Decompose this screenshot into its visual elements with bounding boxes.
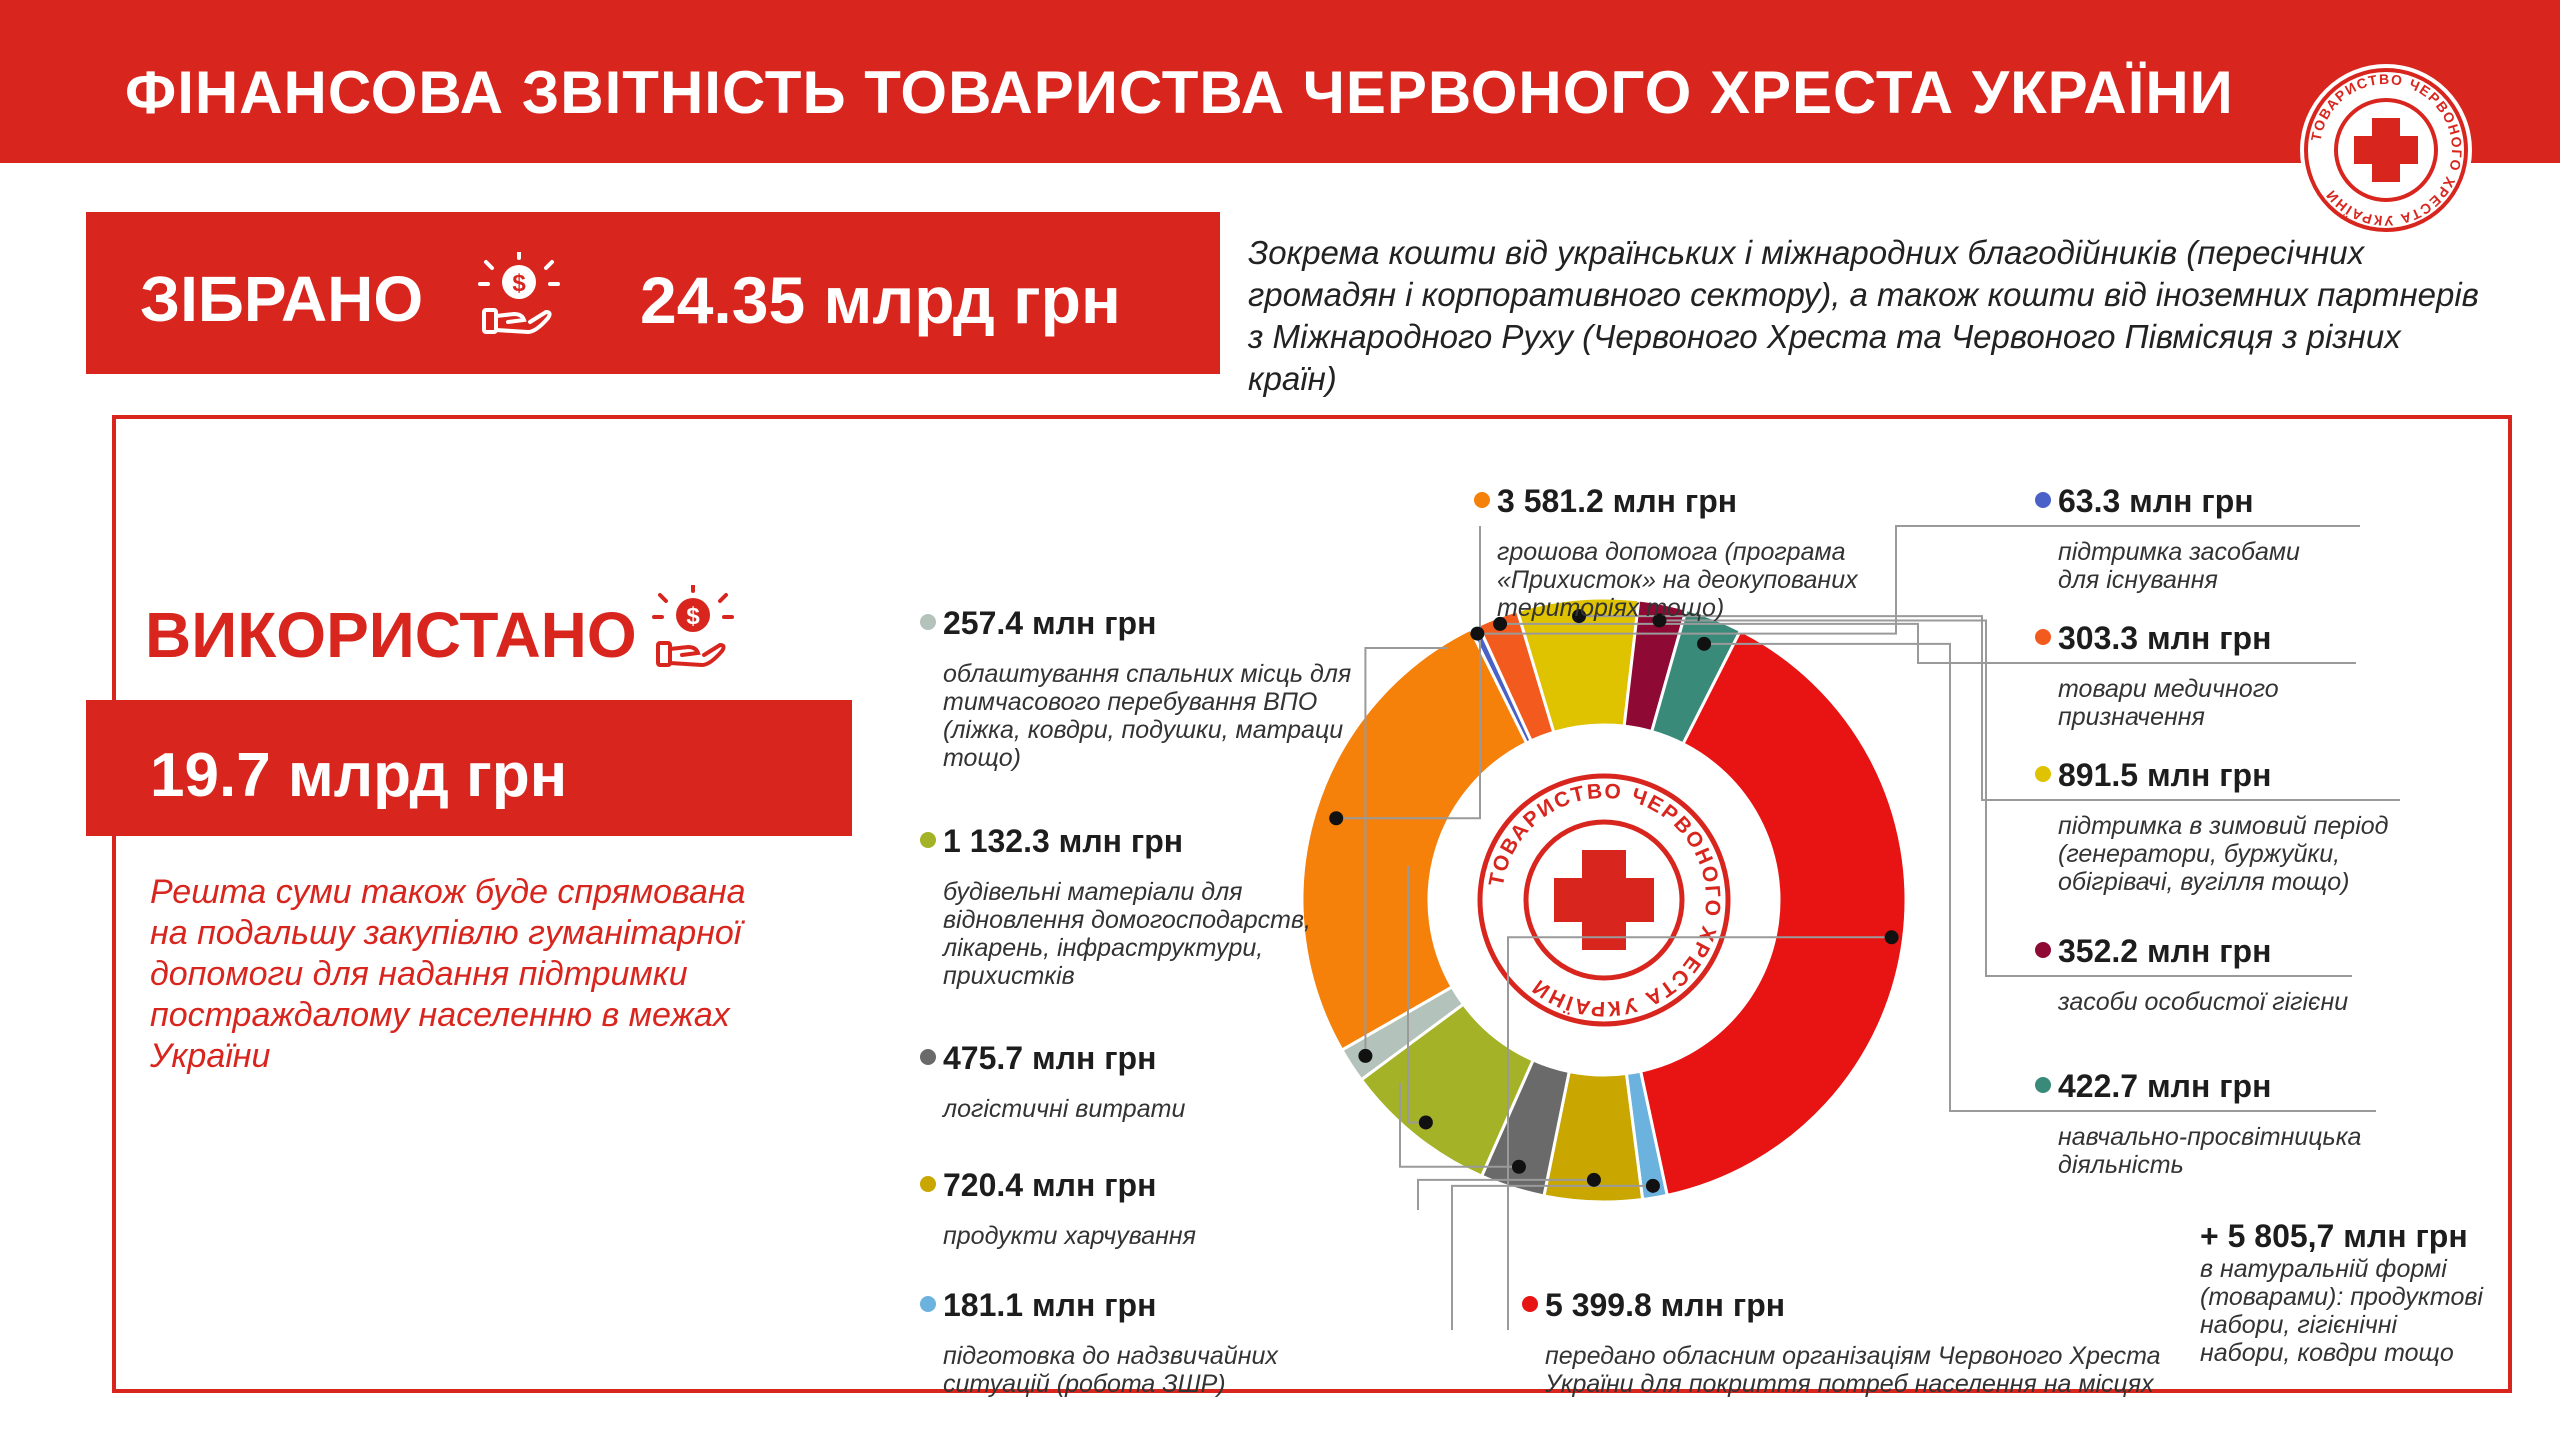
leader-line <box>1399 1083 1519 1168</box>
leader-line <box>1659 619 2352 977</box>
data-label-desc: облаштування спальних місць для <box>943 660 1351 688</box>
data-label: 720.4 млн грн <box>943 1167 1156 1203</box>
data-label-desc: призначення <box>2058 703 2205 731</box>
leader-line <box>1364 647 1448 1056</box>
collected-banner <box>86 212 1220 374</box>
legend-bullet <box>2035 629 2051 645</box>
leader-dot <box>1652 613 1667 628</box>
money-hand-icon: $ <box>478 252 560 335</box>
legend-bullet <box>2035 1077 2051 1093</box>
data-label-desc: ситуацій (робота ЗШР) <box>943 1370 1226 1398</box>
leader-dot <box>1697 636 1712 651</box>
leader-line <box>1336 526 1481 820</box>
data-label-desc: обігрівачі, вугілля тощо) <box>2058 868 2349 896</box>
breakdown-frame <box>112 415 2512 1393</box>
page-title: ФІНАНСОВА ЗВІТНІСТЬ ТОВАРИСТВА ЧЕРВОНОГО… <box>125 59 2234 126</box>
svg-text:$: $ <box>686 603 700 630</box>
used-label: ВИКОРИСТАНО <box>145 599 637 671</box>
data-label-desc: логістичні витрати <box>941 1095 1185 1123</box>
in-kind-desc: в натуральній формі (товарами): продукто… <box>2200 1255 2500 1367</box>
data-label-desc: грошова допомога (програма <box>1497 538 1846 566</box>
data-label: 303.3 млн грн <box>2058 620 2271 656</box>
data-label-desc: відновлення домогосподарств, <box>943 906 1311 934</box>
data-label: 891.5 млн грн <box>2058 757 2271 793</box>
used-banner <box>86 700 852 836</box>
leader-dot <box>1418 1115 1433 1130</box>
data-label: 181.1 млн грн <box>943 1287 1156 1323</box>
legend-bullet <box>2035 492 2051 508</box>
leader-dot <box>1645 1178 1660 1193</box>
legend-bullet <box>2035 766 2051 782</box>
data-label-desc: (генератори, буржуйки, <box>2058 840 2340 868</box>
data-label-desc: продукти харчування <box>943 1222 1196 1250</box>
used-value: 19.7 млрд грн <box>150 741 568 810</box>
red-cross-logo: ТОВАРИСТВО ЧЕРВОНОГО ХРЕСТА УКРАЇНИ <box>2300 64 2472 236</box>
data-label-desc: підтримка засобами <box>2058 538 2300 566</box>
in-kind-note: + 5 805,7 млн грн в натуральній формі (т… <box>2200 1218 2500 1367</box>
money-hand-icon: $ <box>652 585 734 668</box>
in-kind-desc-line: набори, ковдри тощо <box>2200 1339 2454 1367</box>
data-label-desc: лікарень, інфраструктури, <box>941 934 1263 962</box>
leader-dot <box>1884 930 1899 945</box>
data-label: 352.2 млн грн <box>2058 933 2271 969</box>
data-label-desc: України для покриття потреб населення на… <box>1544 1370 2155 1398</box>
in-kind-desc-line: набори, гігієнічні <box>2200 1311 2398 1339</box>
collected-label: ЗІБРАНО <box>140 263 424 335</box>
data-label-desc: підготовка до надзвичайних <box>943 1342 1279 1370</box>
data-label: 422.7 млн грн <box>2058 1068 2271 1104</box>
legend-bullet <box>920 1049 936 1065</box>
data-label: 1 132.3 млн грн <box>943 823 1183 859</box>
data-label-desc: (ліжка, ковдри, подушки, матраци <box>943 716 1343 744</box>
svg-text:$: $ <box>512 270 526 297</box>
legend-bullet <box>1522 1296 1538 1312</box>
data-label-desc: навчально-просвітницька <box>2058 1123 2362 1151</box>
data-label-desc: підтримка в зимовий період <box>2058 812 2389 840</box>
leader-line <box>1579 615 2400 801</box>
data-label-desc: передано обласним організаціям Червоного… <box>1545 1342 2161 1370</box>
leader-line <box>1477 525 2360 635</box>
leader-line <box>1507 936 1892 1330</box>
legend-bullet <box>920 1176 936 1192</box>
in-kind-desc-line: в натуральній формі <box>2200 1255 2447 1283</box>
data-label: 63.3 млн грн <box>2058 483 2254 519</box>
leader-dot <box>1511 1159 1526 1174</box>
header-bar <box>0 0 2560 163</box>
data-label: 475.7 млн грн <box>943 1040 1156 1076</box>
legend-bullet <box>920 1296 936 1312</box>
data-label-desc: прихистків <box>943 962 1075 990</box>
leader-dot <box>1470 626 1485 641</box>
leader-dot <box>1358 1048 1373 1063</box>
data-label: 5 399.8 млн грн <box>1545 1287 1785 1323</box>
in-kind-desc-line: (товарами): продуктові <box>2200 1283 2483 1311</box>
collected-value: 24.35 млрд грн <box>640 263 1121 337</box>
leader-line <box>1451 1184 1653 1330</box>
leader-line <box>1417 1178 1594 1210</box>
legend-bullet <box>1474 492 1490 508</box>
data-label-desc: засоби особистої гігієни <box>2057 988 2348 1016</box>
data-label-desc: «Прихисток» на деокупованих <box>1497 566 1859 594</box>
data-label-desc: тощо) <box>943 744 1021 772</box>
leader-dot <box>1572 609 1587 624</box>
in-kind-value: + 5 805,7 млн грн <box>2200 1218 2468 1254</box>
data-label-desc: для існування <box>2058 566 2218 594</box>
legend-bullet <box>920 614 936 630</box>
leader-dot <box>1586 1172 1601 1187</box>
data-label: 257.4 млн грн <box>943 605 1156 641</box>
collected-note: Зокрема кошти від українських і міжнарод… <box>1248 234 2479 397</box>
data-label-desc: будівельні матеріали для <box>943 878 1243 906</box>
data-label-desc: діяльність <box>2058 1151 2184 1179</box>
data-label: 3 581.2 млн грн <box>1497 483 1737 519</box>
data-label-desc: територіях тощо) <box>1497 594 1724 622</box>
legend-bullet <box>2035 942 2051 958</box>
data-label-desc: тимчасового перебування ВПО <box>943 688 1317 716</box>
used-note: Решта суми також буде спрямована на пода… <box>150 873 746 1075</box>
leader-dot <box>1329 811 1344 826</box>
legend-bullet <box>920 832 936 848</box>
leader-dot <box>1493 616 1508 631</box>
data-label-desc: товари медичного <box>2058 675 2279 703</box>
leader-line <box>1704 642 2376 1112</box>
